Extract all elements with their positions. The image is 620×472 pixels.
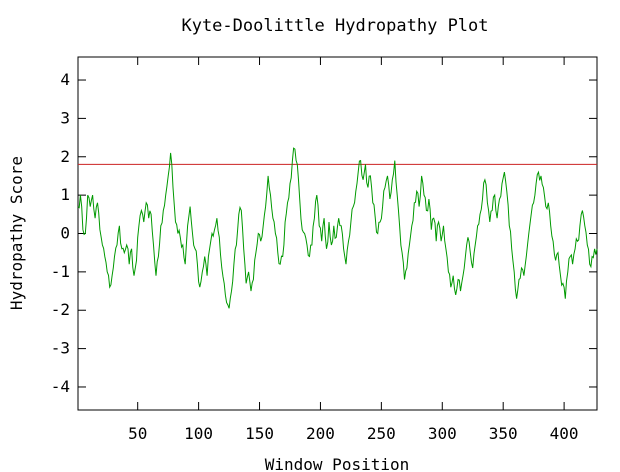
y-tick-label: 1 — [60, 185, 70, 204]
x-tick-label: 250 — [367, 424, 396, 443]
x-tick-label: 100 — [184, 424, 213, 443]
y-tick-label: 2 — [60, 147, 70, 166]
y-tick-label: -3 — [51, 339, 70, 358]
y-tick-label: 0 — [60, 224, 70, 243]
hydropathy-series-line — [77, 147, 598, 309]
axis-ticks: 4 3 2 1 0 -1 -2 -3 -4 50 100 150 200 250 300 350 400 — [51, 57, 597, 443]
x-tick-label: 200 — [306, 424, 335, 443]
x-tick-label: 50 — [128, 424, 147, 443]
x-tick-label: 150 — [245, 424, 274, 443]
y-tick-label: 3 — [60, 108, 70, 127]
x-axis-label: Window Position — [265, 455, 410, 472]
x-tick-label: 350 — [489, 424, 518, 443]
x-tick-label: 400 — [550, 424, 579, 443]
y-tick-label: -1 — [51, 262, 70, 281]
x-tick-label: 300 — [428, 424, 457, 443]
y-tick-label: -4 — [51, 377, 70, 396]
y-tick-label: -2 — [51, 300, 70, 319]
y-axis-label: Hydropathy Score — [7, 156, 26, 310]
chart-title: Kyte-Doolittle Hydropathy Plot — [181, 16, 488, 36]
y-tick-label: 4 — [60, 70, 70, 89]
plot-frame — [77, 56, 598, 411]
